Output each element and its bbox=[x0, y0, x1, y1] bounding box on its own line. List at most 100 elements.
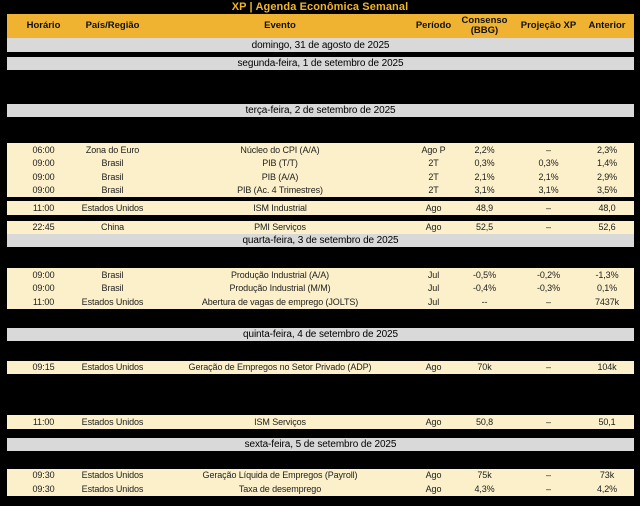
cell-projecao-xp: -0,2% bbox=[536, 269, 560, 280]
date-header-row: quarta-feira, 3 de setembro de 2025 bbox=[7, 234, 634, 247]
date-header-row: terça-feira, 2 de setembro de 2025 bbox=[7, 104, 634, 117]
cell-evento: PIB (A/A) bbox=[261, 171, 299, 182]
cell-anterior: 104k bbox=[597, 362, 617, 373]
cell-evento: ISM Industrial bbox=[253, 202, 307, 213]
cell-consenso: 75k bbox=[477, 470, 492, 481]
cell-horario: 11:00 bbox=[32, 202, 55, 213]
cell-consenso: -- bbox=[481, 296, 488, 307]
cell-periodo: Ago bbox=[425, 416, 442, 427]
hidden-rows-gap bbox=[7, 374, 634, 415]
cell-anterior: 2,3% bbox=[596, 144, 618, 155]
cell-consenso: 2,1% bbox=[474, 171, 495, 182]
hidden-rows-gap bbox=[7, 308, 634, 328]
cell-horario: 09:00 bbox=[32, 185, 55, 196]
cell-anterior: 50,1 bbox=[598, 416, 616, 427]
event-row: 11:00 Estados Unidos ISM Serviços Ago 50,8 – 5… bbox=[7, 415, 634, 429]
cell-periodo: Jul bbox=[427, 296, 440, 307]
column-header-horario: Horário bbox=[26, 20, 61, 31]
hidden-rows-gap bbox=[7, 197, 634, 201]
cell-evento: Núcleo do CPI (A/A) bbox=[240, 144, 320, 155]
cell-anterior: -1,3% bbox=[595, 269, 619, 280]
cell-consenso: -0,5% bbox=[472, 269, 496, 280]
cell-periodo: Ago bbox=[425, 470, 442, 481]
hidden-rows-gap bbox=[7, 70, 634, 104]
cell-pais-regiao: Estados Unidos bbox=[81, 202, 144, 213]
cell-evento: ISM Serviços bbox=[254, 416, 306, 427]
column-header-evento: Evento bbox=[264, 20, 296, 31]
cell-anterior: 4,2% bbox=[596, 483, 618, 494]
cell-periodo: Ago bbox=[425, 483, 442, 494]
cell-horario: 09:00 bbox=[32, 171, 55, 182]
event-row: 09:00 Brasil PIB (A/A) 2T 2,1% 2,1% 2,9% bbox=[7, 170, 634, 184]
cell-pais-regiao: Brasil bbox=[101, 283, 124, 294]
event-row: 09:00 Brasil PIB (T/T) 2T 0,3% 0,3% 1,4% bbox=[7, 156, 634, 170]
cell-projecao-xp: – bbox=[546, 416, 551, 427]
table-body: domingo, 31 de agosto de 2025 segunda-fei… bbox=[7, 38, 634, 496]
cell-anterior: 3,5% bbox=[596, 185, 618, 196]
cell-pais-regiao: Estados Unidos bbox=[81, 470, 144, 481]
cell-periodo: 2T bbox=[428, 158, 439, 169]
cell-horario: 09:00 bbox=[32, 283, 55, 294]
date-header-row: quinta-feira, 4 de setembro de 2025 bbox=[7, 327, 634, 341]
cell-horario: 06:00 bbox=[32, 144, 55, 155]
event-row: 11:00 Estados Unidos ISM Industrial Ago 48,9… bbox=[7, 201, 634, 215]
cell-evento: Geração de Empregos no Setor Privado (AD… bbox=[188, 362, 372, 373]
hidden-rows-gap bbox=[7, 52, 634, 57]
cell-projecao-xp: – bbox=[546, 222, 551, 233]
cell-projecao-xp: -0,3% bbox=[536, 283, 560, 294]
cell-consenso: 2,2% bbox=[474, 144, 495, 155]
hidden-rows-gap bbox=[7, 247, 634, 268]
cell-consenso: 52,5 bbox=[475, 222, 494, 233]
cell-pais-regiao: Estados Unidos bbox=[81, 362, 144, 373]
cell-pais-regiao: Estados Unidos bbox=[81, 483, 144, 494]
cell-consenso: 3,1% bbox=[474, 185, 495, 196]
cell-evento: Produção Industrial (A/A) bbox=[230, 269, 330, 280]
cell-projecao-xp: 3,1% bbox=[538, 185, 559, 196]
cell-evento: Produção Industrial (M/M) bbox=[229, 283, 331, 294]
cell-evento: PIB (T/T) bbox=[262, 158, 298, 169]
date-header-row: sexta-feira, 5 de setembro de 2025 bbox=[7, 437, 634, 451]
event-row: 09:00 Brasil Produção Industrial (M/M) Jul -… bbox=[7, 281, 634, 295]
cell-projecao-xp: – bbox=[546, 483, 551, 494]
hidden-rows-gap bbox=[7, 450, 634, 469]
cell-consenso: 48,9 bbox=[475, 202, 494, 213]
cell-horario: 09:15 bbox=[32, 362, 55, 373]
column-header-pais-regiao: País/Região bbox=[85, 20, 140, 31]
cell-periodo: Jul bbox=[427, 269, 440, 280]
cell-periodo: Ago bbox=[425, 202, 442, 213]
cell-horario: 11:00 bbox=[32, 416, 55, 427]
event-row: 09:15 Estados Unidos Geração de Empregos n… bbox=[7, 360, 634, 374]
cell-periodo: Ago bbox=[425, 222, 442, 233]
event-row: 09:00 Brasil Produção Industrial (A/A) Jul -… bbox=[7, 268, 634, 282]
agenda-table: Horário País/Região Evento Período Conse… bbox=[7, 14, 634, 496]
cell-evento: Taxa de desemprego bbox=[238, 483, 322, 494]
hidden-rows-gap bbox=[7, 214, 634, 221]
cell-consenso: -0,4% bbox=[472, 283, 496, 294]
date-header-row: segunda-feira, 1 de setembro de 2025 bbox=[7, 57, 634, 70]
cell-evento: Geração Líquida de Empregos (Payroll) bbox=[202, 470, 358, 481]
cell-pais-regiao: Brasil bbox=[101, 269, 124, 280]
cell-horario: 11:00 bbox=[32, 296, 55, 307]
date-header-row: domingo, 31 de agosto de 2025 bbox=[7, 38, 634, 52]
cell-projecao-xp: – bbox=[546, 296, 551, 307]
cell-pais-regiao: Brasil bbox=[101, 158, 124, 169]
cell-projecao-xp: – bbox=[546, 202, 551, 213]
cell-projecao-xp: – bbox=[546, 362, 551, 373]
cell-horario: 09:30 bbox=[32, 470, 55, 481]
column-header-projecao-xp: Projeção XP bbox=[520, 20, 577, 31]
hidden-rows-gap bbox=[7, 117, 634, 143]
cell-periodo: 2T bbox=[428, 185, 439, 196]
cell-horario: 09:00 bbox=[32, 269, 55, 280]
table-header-row: Horário País/Região Evento Período Conse… bbox=[7, 14, 634, 38]
cell-pais-regiao: Brasil bbox=[101, 185, 124, 196]
cell-evento: PIB (Ac. 4 Trimestres) bbox=[237, 185, 323, 196]
event-row: 09:30 Estados Unidos Taxa de desemprego Ago… bbox=[7, 482, 634, 496]
cell-evento: PMI Serviços bbox=[254, 222, 306, 233]
cell-anterior: 73k bbox=[599, 470, 615, 481]
hidden-rows-gap bbox=[7, 340, 634, 361]
cell-projecao-xp: – bbox=[546, 144, 551, 155]
cell-periodo: Ago bbox=[425, 362, 442, 373]
event-row: 09:30 Estados Unidos Geração Líquida de Em… bbox=[7, 468, 634, 482]
cell-anterior: 7437k bbox=[594, 296, 620, 307]
